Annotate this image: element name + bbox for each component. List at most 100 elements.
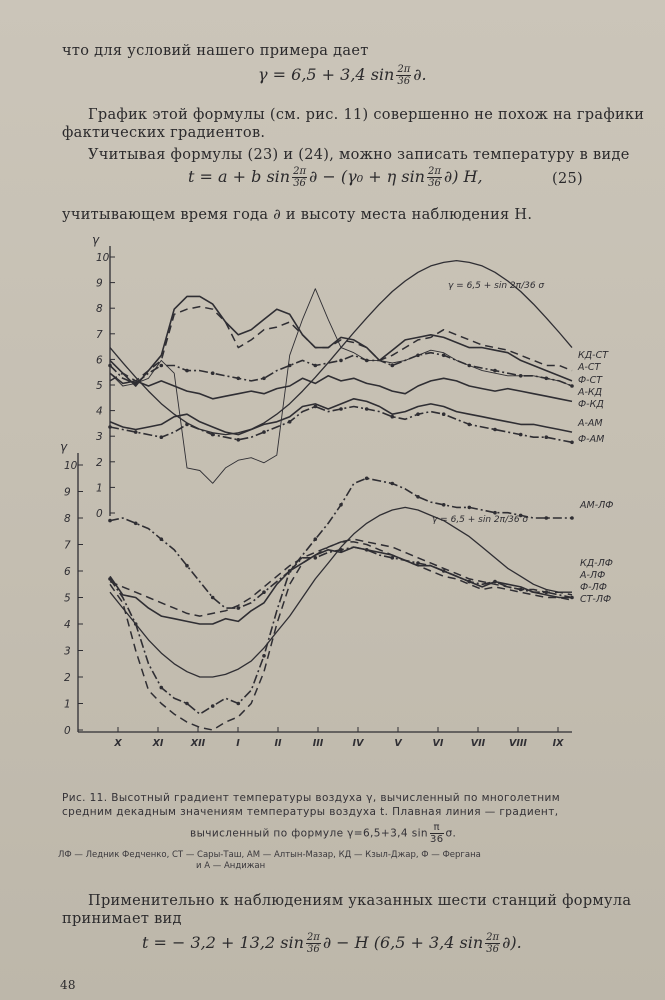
upper-series-7-point bbox=[339, 407, 343, 411]
caption-line-1: Рис. 11. Высотный градиент температуры в… bbox=[62, 792, 561, 804]
upper-series-1 bbox=[109, 305, 573, 382]
lower-series-5 bbox=[109, 541, 573, 731]
lower-series-4-point bbox=[390, 556, 395, 560]
upper-y-tick-label: 1 bbox=[96, 482, 103, 494]
lower-series-4-point bbox=[493, 579, 497, 584]
lower-y-tick-label: 9 bbox=[64, 487, 71, 499]
lower-series-4-point bbox=[108, 577, 112, 581]
upper-series-3-point bbox=[390, 363, 395, 368]
upper-series-8 bbox=[109, 259, 573, 436]
lower-series-1-point bbox=[185, 563, 189, 568]
upper-series-label: A-АМ bbox=[577, 418, 603, 429]
formula-gamma-right: ∂. bbox=[413, 65, 427, 84]
upper-series-2 bbox=[109, 295, 573, 387]
lower-series-1-point bbox=[570, 516, 574, 520]
lower-y-tick-label: 3 bbox=[64, 646, 71, 658]
lower-series-1-point bbox=[210, 595, 215, 600]
fraction-numerator: 2π bbox=[305, 932, 321, 944]
upper-series-7-point bbox=[287, 420, 292, 424]
lower-series-label: Ф-ЛФ bbox=[580, 582, 607, 593]
lower-y-tick-label: 0 bbox=[64, 725, 71, 737]
lower-series-1-point bbox=[544, 516, 549, 520]
upper-series-7-point bbox=[390, 414, 395, 419]
x-tick-label: IV bbox=[353, 738, 365, 749]
lower-y-tick-label: 7 bbox=[64, 540, 71, 552]
upper-y-tick-label: 2 bbox=[96, 457, 103, 469]
upper-series-7-point bbox=[441, 412, 446, 416]
upper-series-3-point bbox=[313, 363, 318, 368]
caption-fraction: π 36 bbox=[429, 822, 444, 845]
fraction-denominator: 36 bbox=[293, 178, 306, 189]
lower-series-1-point bbox=[364, 476, 369, 481]
lower-series-4-point bbox=[364, 548, 369, 552]
lower-series-1-point bbox=[262, 590, 266, 594]
upper-series-3-point bbox=[210, 371, 215, 375]
page-number: 48 bbox=[60, 978, 76, 992]
lower-series-4-point bbox=[416, 561, 420, 565]
formula-final: t = − 3,2 + 13,2 sin 2π 36 ∂ − H (6,5 + 3,4… bbox=[142, 932, 522, 955]
upper-series-7-point bbox=[493, 427, 497, 432]
upper-series-7-point bbox=[570, 440, 574, 445]
lower-series-label: А-ЛФ bbox=[579, 570, 605, 581]
lower-y-tick-label: 6 bbox=[64, 566, 71, 578]
upper-y-tick-label: 4 bbox=[96, 406, 103, 418]
upper-series-7-point bbox=[518, 432, 523, 437]
lower-series-4-point bbox=[287, 569, 292, 573]
upper-series-3-point bbox=[236, 376, 241, 381]
x-tick-label: III bbox=[313, 738, 324, 749]
station-legend-line-1: ЛФ — Ледник Федченко, СТ — Сары-Таш, АМ … bbox=[58, 850, 481, 860]
upper-series-7-point bbox=[544, 435, 549, 439]
lower-series-4-point bbox=[441, 569, 446, 573]
lower-series-4-point bbox=[544, 590, 549, 594]
upper-series-label: A-СТ bbox=[577, 362, 602, 373]
lower-series-4-point bbox=[518, 587, 523, 592]
lower-series-4-point bbox=[570, 595, 574, 600]
x-tick-label: XII bbox=[190, 738, 206, 749]
lower-series-4-point bbox=[210, 704, 215, 708]
equation-number: (25) bbox=[552, 171, 583, 187]
upper-series-3-point bbox=[441, 353, 446, 358]
upper-series-3-point bbox=[339, 358, 343, 363]
fraction-denominator: 36 bbox=[486, 944, 499, 955]
formula-final-fraction-2: 2π 36 bbox=[485, 932, 501, 955]
upper-series-label: Ф-СТ bbox=[578, 375, 603, 386]
lower-series-4-point bbox=[467, 579, 472, 584]
paragraph-1-line-2: фактических градиентов. bbox=[62, 125, 266, 141]
x-tick-label: VII bbox=[471, 738, 486, 749]
formula-25-part-c: ∂) H, bbox=[443, 167, 483, 186]
formula-final-fraction-1: 2π 36 bbox=[305, 932, 321, 955]
paragraph-3: учитывающем время года ∂ и высоту места … bbox=[62, 207, 533, 223]
upper-y-tick-label: 5 bbox=[96, 380, 103, 392]
formula-25-fraction-2: 2π 36 bbox=[426, 166, 442, 189]
figure-11-chart: 012345678910γКД-СТA-СТФ-СТA-КДФ-КДA-АМФ-… bbox=[60, 233, 613, 749]
lower-y-tick-label: 1 bbox=[64, 699, 71, 711]
upper-series-3-point bbox=[185, 368, 189, 373]
paragraph-1-line-1: График этой формулы (см. рис. 11) соверш… bbox=[88, 107, 645, 123]
formula-25-part-a: t = a + b sin bbox=[188, 167, 291, 186]
lower-y-tick-label: 2 bbox=[64, 672, 71, 684]
lower-series-1-point bbox=[493, 510, 497, 515]
upper-series-label: A-КД bbox=[577, 387, 602, 398]
upper-series-7-point bbox=[262, 430, 266, 434]
x-tick-label: X bbox=[113, 738, 122, 749]
lower-series-2 bbox=[109, 538, 573, 617]
upper-series-label: КД-СТ bbox=[578, 350, 609, 361]
upper-y-tick-label: 8 bbox=[96, 303, 103, 315]
lower-formula-label: γ = 6,5 + sin 2π/36 σ bbox=[432, 515, 528, 525]
fraction-numerator: 2π bbox=[485, 932, 501, 944]
lower-series-1-point bbox=[390, 481, 395, 486]
lower-y-tick-label: 10 bbox=[64, 460, 78, 472]
upper-series-3-point bbox=[262, 376, 266, 381]
lower-series-1-point bbox=[416, 495, 420, 499]
fraction-denominator: 36 bbox=[428, 178, 441, 189]
upper-series-7-point bbox=[364, 407, 369, 411]
lower-series-4-point bbox=[262, 654, 266, 658]
upper-series-7-point bbox=[133, 430, 138, 434]
upper-y-tick-label: 7 bbox=[96, 329, 103, 341]
x-tick-label: VIII bbox=[509, 738, 527, 749]
x-tick-label: VI bbox=[433, 738, 444, 749]
lower-series-1-point bbox=[236, 606, 241, 610]
x-tick-label: IX bbox=[553, 738, 565, 749]
lower-series-4-point bbox=[313, 556, 318, 560]
